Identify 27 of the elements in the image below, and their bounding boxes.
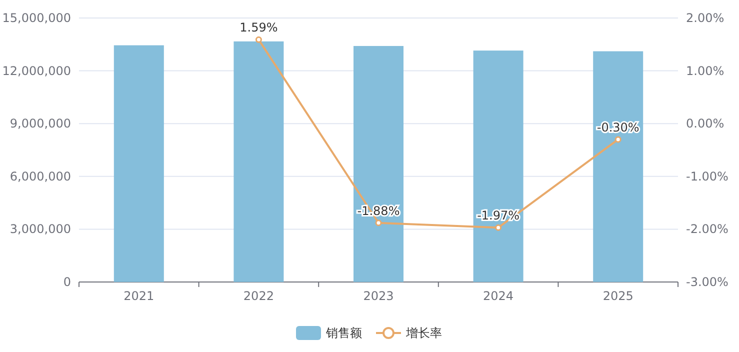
legend-label: 销售额 xyxy=(325,326,362,340)
y2-tick-label: -1.00% xyxy=(686,169,728,184)
point xyxy=(375,220,382,226)
x-tick-label: 2023 xyxy=(363,289,394,303)
legend-line: 增长率 xyxy=(376,326,442,340)
x-tick-label: 2021 xyxy=(124,289,154,303)
x-tick-label: 2024 xyxy=(483,289,514,303)
y-tick-label: 3,000,000 xyxy=(10,222,71,236)
y-tick-label: 12,000,000 xyxy=(2,64,71,78)
y-tick-label: 9,000,000 xyxy=(10,116,71,131)
y2-tick-label: 1.00% xyxy=(686,64,724,78)
point xyxy=(614,136,622,143)
y-tick-label: 6,000,000 xyxy=(10,169,71,184)
x-tick-label: 2022 xyxy=(243,289,274,303)
data-label: 1.59% xyxy=(240,20,278,35)
y-tick-label: 15,000,000 xyxy=(2,11,71,25)
y2-tick-label: -2.00% xyxy=(686,222,728,236)
y-tick-label: 0 xyxy=(63,275,71,289)
y2-tick-label: -3.00% xyxy=(686,275,728,289)
legend-bar: 销售额 xyxy=(296,326,362,340)
x-tick-label: 2025 xyxy=(602,289,634,303)
y2-tick-label: 0.00% xyxy=(686,116,724,131)
data-label: -0.30% xyxy=(596,120,640,134)
legend-label: 增长率 xyxy=(405,326,442,340)
y2-tick-label: 2.00% xyxy=(686,11,724,25)
point xyxy=(255,36,262,43)
point xyxy=(495,224,502,231)
